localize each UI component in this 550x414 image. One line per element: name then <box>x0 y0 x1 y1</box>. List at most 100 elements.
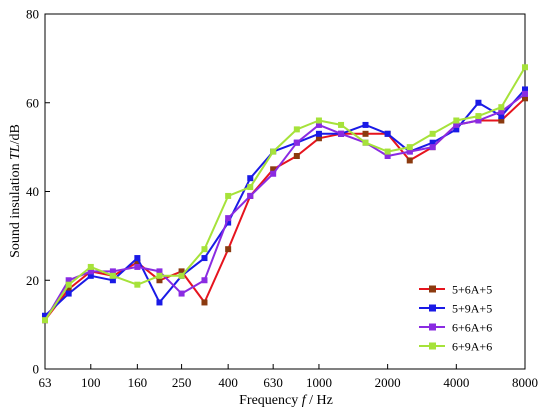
point-3-21 <box>522 64 528 71</box>
series-6+6A+6 <box>42 90 528 324</box>
point-2-1 <box>65 277 72 284</box>
point-1-14 <box>362 121 369 128</box>
point-1-2 <box>87 272 94 279</box>
point-0-6 <box>178 268 185 275</box>
legend-marker-2 <box>429 323 436 331</box>
point-0-10 <box>270 166 277 173</box>
point-0-20 <box>498 117 505 124</box>
point-3-1 <box>65 281 72 288</box>
point-3-8 <box>225 192 232 199</box>
y-tick-label-3: 60 <box>26 95 39 110</box>
point-2-18 <box>453 121 460 128</box>
y-tick-label-0: 0 <box>33 362 40 377</box>
point-2-6 <box>178 290 185 297</box>
x-tick-label-9: 8000 <box>512 375 538 390</box>
x-tick-label-2: 160 <box>128 375 148 390</box>
point-1-21 <box>522 86 528 93</box>
point-2-20 <box>498 108 505 115</box>
series-line-3 <box>44 66 526 321</box>
point-2-16 <box>406 148 413 155</box>
legend-label-0: 5+6A+5 <box>452 283 492 297</box>
legend: 5+6A+5 5+9A+5 6+6A+6 6+9A+6 <box>419 283 492 354</box>
point-0-4 <box>134 259 141 266</box>
point-2-3 <box>109 268 116 275</box>
point-3-13 <box>338 121 345 128</box>
point-3-6 <box>178 272 185 279</box>
point-3-19 <box>475 113 482 120</box>
axes: 63 100 160 250 400 630 1000 2000 4000 8000 0 20 40 60… <box>26 7 538 391</box>
point-3-9 <box>247 184 254 191</box>
y-tick-label-2: 40 <box>26 184 39 199</box>
point-1-7 <box>201 255 208 262</box>
point-3-17 <box>429 130 436 137</box>
point-2-21 <box>522 90 528 97</box>
point-1-4 <box>134 255 141 262</box>
point-1-17 <box>429 139 436 146</box>
point-3-16 <box>406 144 413 151</box>
series-layer <box>42 64 528 324</box>
point-3-12 <box>315 117 322 124</box>
point-2-5 <box>156 268 163 275</box>
legend-label-1: 5+9A+5 <box>452 302 492 316</box>
point-0-21 <box>522 95 528 102</box>
legend-marker-1 <box>429 304 436 312</box>
legend-label-2: 6+6A+6 <box>452 321 492 335</box>
point-1-19 <box>475 99 482 106</box>
point-1-15 <box>384 130 391 137</box>
point-2-11 <box>293 139 300 146</box>
point-2-2 <box>87 268 94 275</box>
x-tick-label-5: 630 <box>263 375 283 390</box>
point-1-5 <box>156 299 163 306</box>
x-tick-label-3: 250 <box>172 375 192 390</box>
point-3-14 <box>362 139 369 146</box>
point-0-7 <box>201 299 208 306</box>
point-1-3 <box>109 277 116 284</box>
legend-marker-0 <box>429 285 436 293</box>
point-0-5 <box>156 277 163 284</box>
x-tick-label-8: 4000 <box>443 375 469 390</box>
series-line-2 <box>44 93 526 321</box>
point-2-9 <box>247 192 254 199</box>
point-3-7 <box>201 246 208 253</box>
point-1-20 <box>498 113 505 120</box>
x-tick-label-1: 100 <box>81 375 101 390</box>
point-2-13 <box>338 130 345 137</box>
point-3-4 <box>134 281 141 288</box>
point-2-8 <box>225 215 232 222</box>
x-tick-label-4: 400 <box>218 375 238 390</box>
y-axis-title: Sound insulation TL/dB <box>8 124 23 258</box>
point-2-15 <box>384 153 391 159</box>
series-6+9A+6 <box>42 64 528 324</box>
point-2-7 <box>201 277 208 284</box>
point-2-4 <box>134 263 141 270</box>
point-3-15 <box>384 148 391 155</box>
point-1-12 <box>315 130 322 137</box>
point-2-17 <box>429 144 436 151</box>
x-tick-label-7: 2000 <box>375 375 401 390</box>
x-tick-label-0: 63 <box>39 375 52 390</box>
point-3-10 <box>270 148 277 155</box>
x-tick-label-6: 1000 <box>306 375 332 390</box>
point-3-5 <box>156 272 163 279</box>
point-1-1 <box>65 290 72 297</box>
point-3-11 <box>293 126 300 133</box>
point-2-12 <box>315 121 322 128</box>
point-0-11 <box>293 153 300 159</box>
point-3-18 <box>453 117 460 124</box>
point-0-16 <box>406 157 413 164</box>
plot-frame <box>44 13 526 370</box>
point-0-12 <box>315 135 322 142</box>
point-0-14 <box>362 130 369 137</box>
point-3-3 <box>109 272 116 279</box>
point-2-10 <box>270 170 277 177</box>
point-0-1 <box>65 286 72 293</box>
point-1-9 <box>247 175 254 182</box>
legend-label-3: 6+9A+6 <box>452 340 492 354</box>
point-1-8 <box>225 219 232 226</box>
point-1-18 <box>453 126 460 133</box>
y-tick-label-1: 20 <box>26 273 39 288</box>
point-0-8 <box>225 246 232 253</box>
point-3-2 <box>87 263 94 270</box>
point-3-20 <box>498 104 505 111</box>
